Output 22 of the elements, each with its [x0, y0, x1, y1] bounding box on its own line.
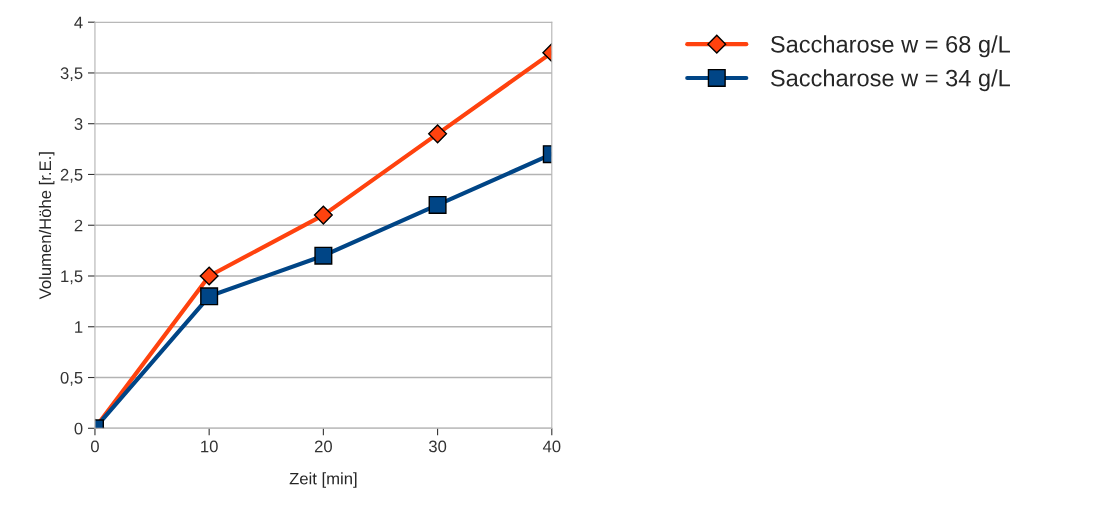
- y-tick-label: 1,5: [61, 270, 83, 285]
- point: [200, 287, 219, 306]
- y-tick-label: 4: [74, 16, 83, 29]
- x-tick-label: 0: [90, 440, 99, 453]
- y-tick-label: 2,5: [60, 168, 83, 183]
- x-tick-label: 20: [314, 440, 332, 453]
- x-tick-label: 40: [542, 440, 561, 453]
- y-tick-label: 1: [75, 321, 83, 333]
- y-tick-label: 2: [74, 219, 83, 232]
- y-tick-label: 0,5: [60, 371, 83, 386]
- point: [313, 205, 333, 225]
- x-axis-title: Zeit [min]: [289, 472, 357, 488]
- y-tick-label: 3,5: [60, 67, 83, 82]
- x-tick-label: 30: [428, 440, 447, 453]
- legend-label: Saccharose w = 68 g/L: [770, 35, 1010, 58]
- y-axis-title: Volumen/Höhe [r.E.]: [38, 152, 55, 300]
- point: [199, 266, 219, 286]
- x-tick-label: 10: [201, 440, 218, 453]
- point: [314, 246, 333, 265]
- y-tick-label: 0: [74, 422, 83, 435]
- legend-label: Saccharose w = 34 g/L: [770, 69, 1010, 92]
- y-tick-label: 3: [74, 118, 83, 130]
